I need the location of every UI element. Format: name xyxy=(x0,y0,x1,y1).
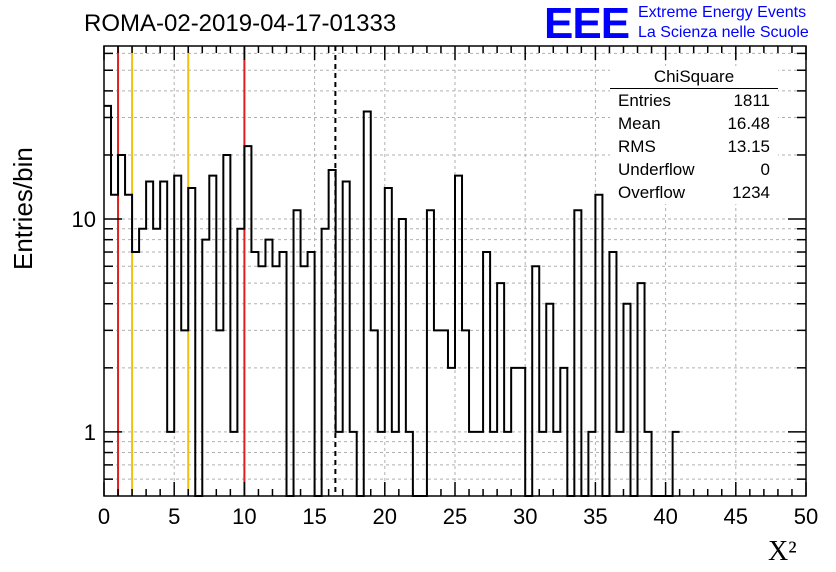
stats-label: Underflow xyxy=(618,160,695,179)
stats-label: RMS xyxy=(618,137,656,156)
x-axis-label: X² xyxy=(768,536,797,567)
stats-row: Mean 16.48 xyxy=(610,112,778,135)
x-tick-label: 5 xyxy=(168,504,180,529)
x-tick-label: 10 xyxy=(232,504,256,529)
stats-row: Overflow 1234 xyxy=(610,181,778,204)
eee-logo: EEE xyxy=(544,0,630,48)
reference-lines xyxy=(117,46,337,496)
y-tick-labels: 1 10 xyxy=(72,207,96,445)
stats-box: ChiSquare Entries 1811 Mean 16.48 RMS 13.15… xyxy=(610,66,778,204)
logo-line-2: La Scienza nelle Scuole xyxy=(638,24,809,41)
stats-label: Mean xyxy=(618,114,661,133)
x-tick-label: 50 xyxy=(794,504,818,529)
stats-value: 1811 xyxy=(733,91,770,110)
x-tick-label: 40 xyxy=(653,504,677,529)
stats-value: 16.48 xyxy=(727,114,770,133)
y-tick-label: 10 xyxy=(72,207,96,232)
stats-value: 1234 xyxy=(732,183,770,202)
x-tick-label: 45 xyxy=(724,504,748,529)
chart-title: ROMA-02-2019-04-17-01333 xyxy=(84,10,397,37)
axis-ticks xyxy=(103,46,807,496)
stats-title: ChiSquare xyxy=(610,66,778,89)
x-tick-label: 0 xyxy=(98,504,110,529)
x-tick-label: 15 xyxy=(302,504,326,529)
logo-line-1: Extreme Energy Events xyxy=(638,4,807,21)
x-tick-labels: 0 5 10 15 20 25 30 35 40 45 50 xyxy=(98,504,818,529)
stats-value: 13.15 xyxy=(727,137,770,156)
x-tick-label: 20 xyxy=(373,504,397,529)
x-tick-label: 35 xyxy=(583,504,607,529)
y-tick-label: 1 xyxy=(84,420,96,445)
stats-row: RMS 13.15 xyxy=(610,135,778,158)
x-tick-label: 25 xyxy=(443,504,467,529)
stats-label: Entries xyxy=(618,91,671,110)
histogram-line xyxy=(104,104,680,497)
x-tick-label: 30 xyxy=(513,504,537,529)
stats-row: Underflow 0 xyxy=(610,158,778,181)
y-axis-label: Entries/bin xyxy=(8,147,38,270)
stats-row: Entries 1811 xyxy=(610,89,778,112)
stats-value: 0 xyxy=(760,160,770,179)
stats-label: Overflow xyxy=(618,183,686,202)
